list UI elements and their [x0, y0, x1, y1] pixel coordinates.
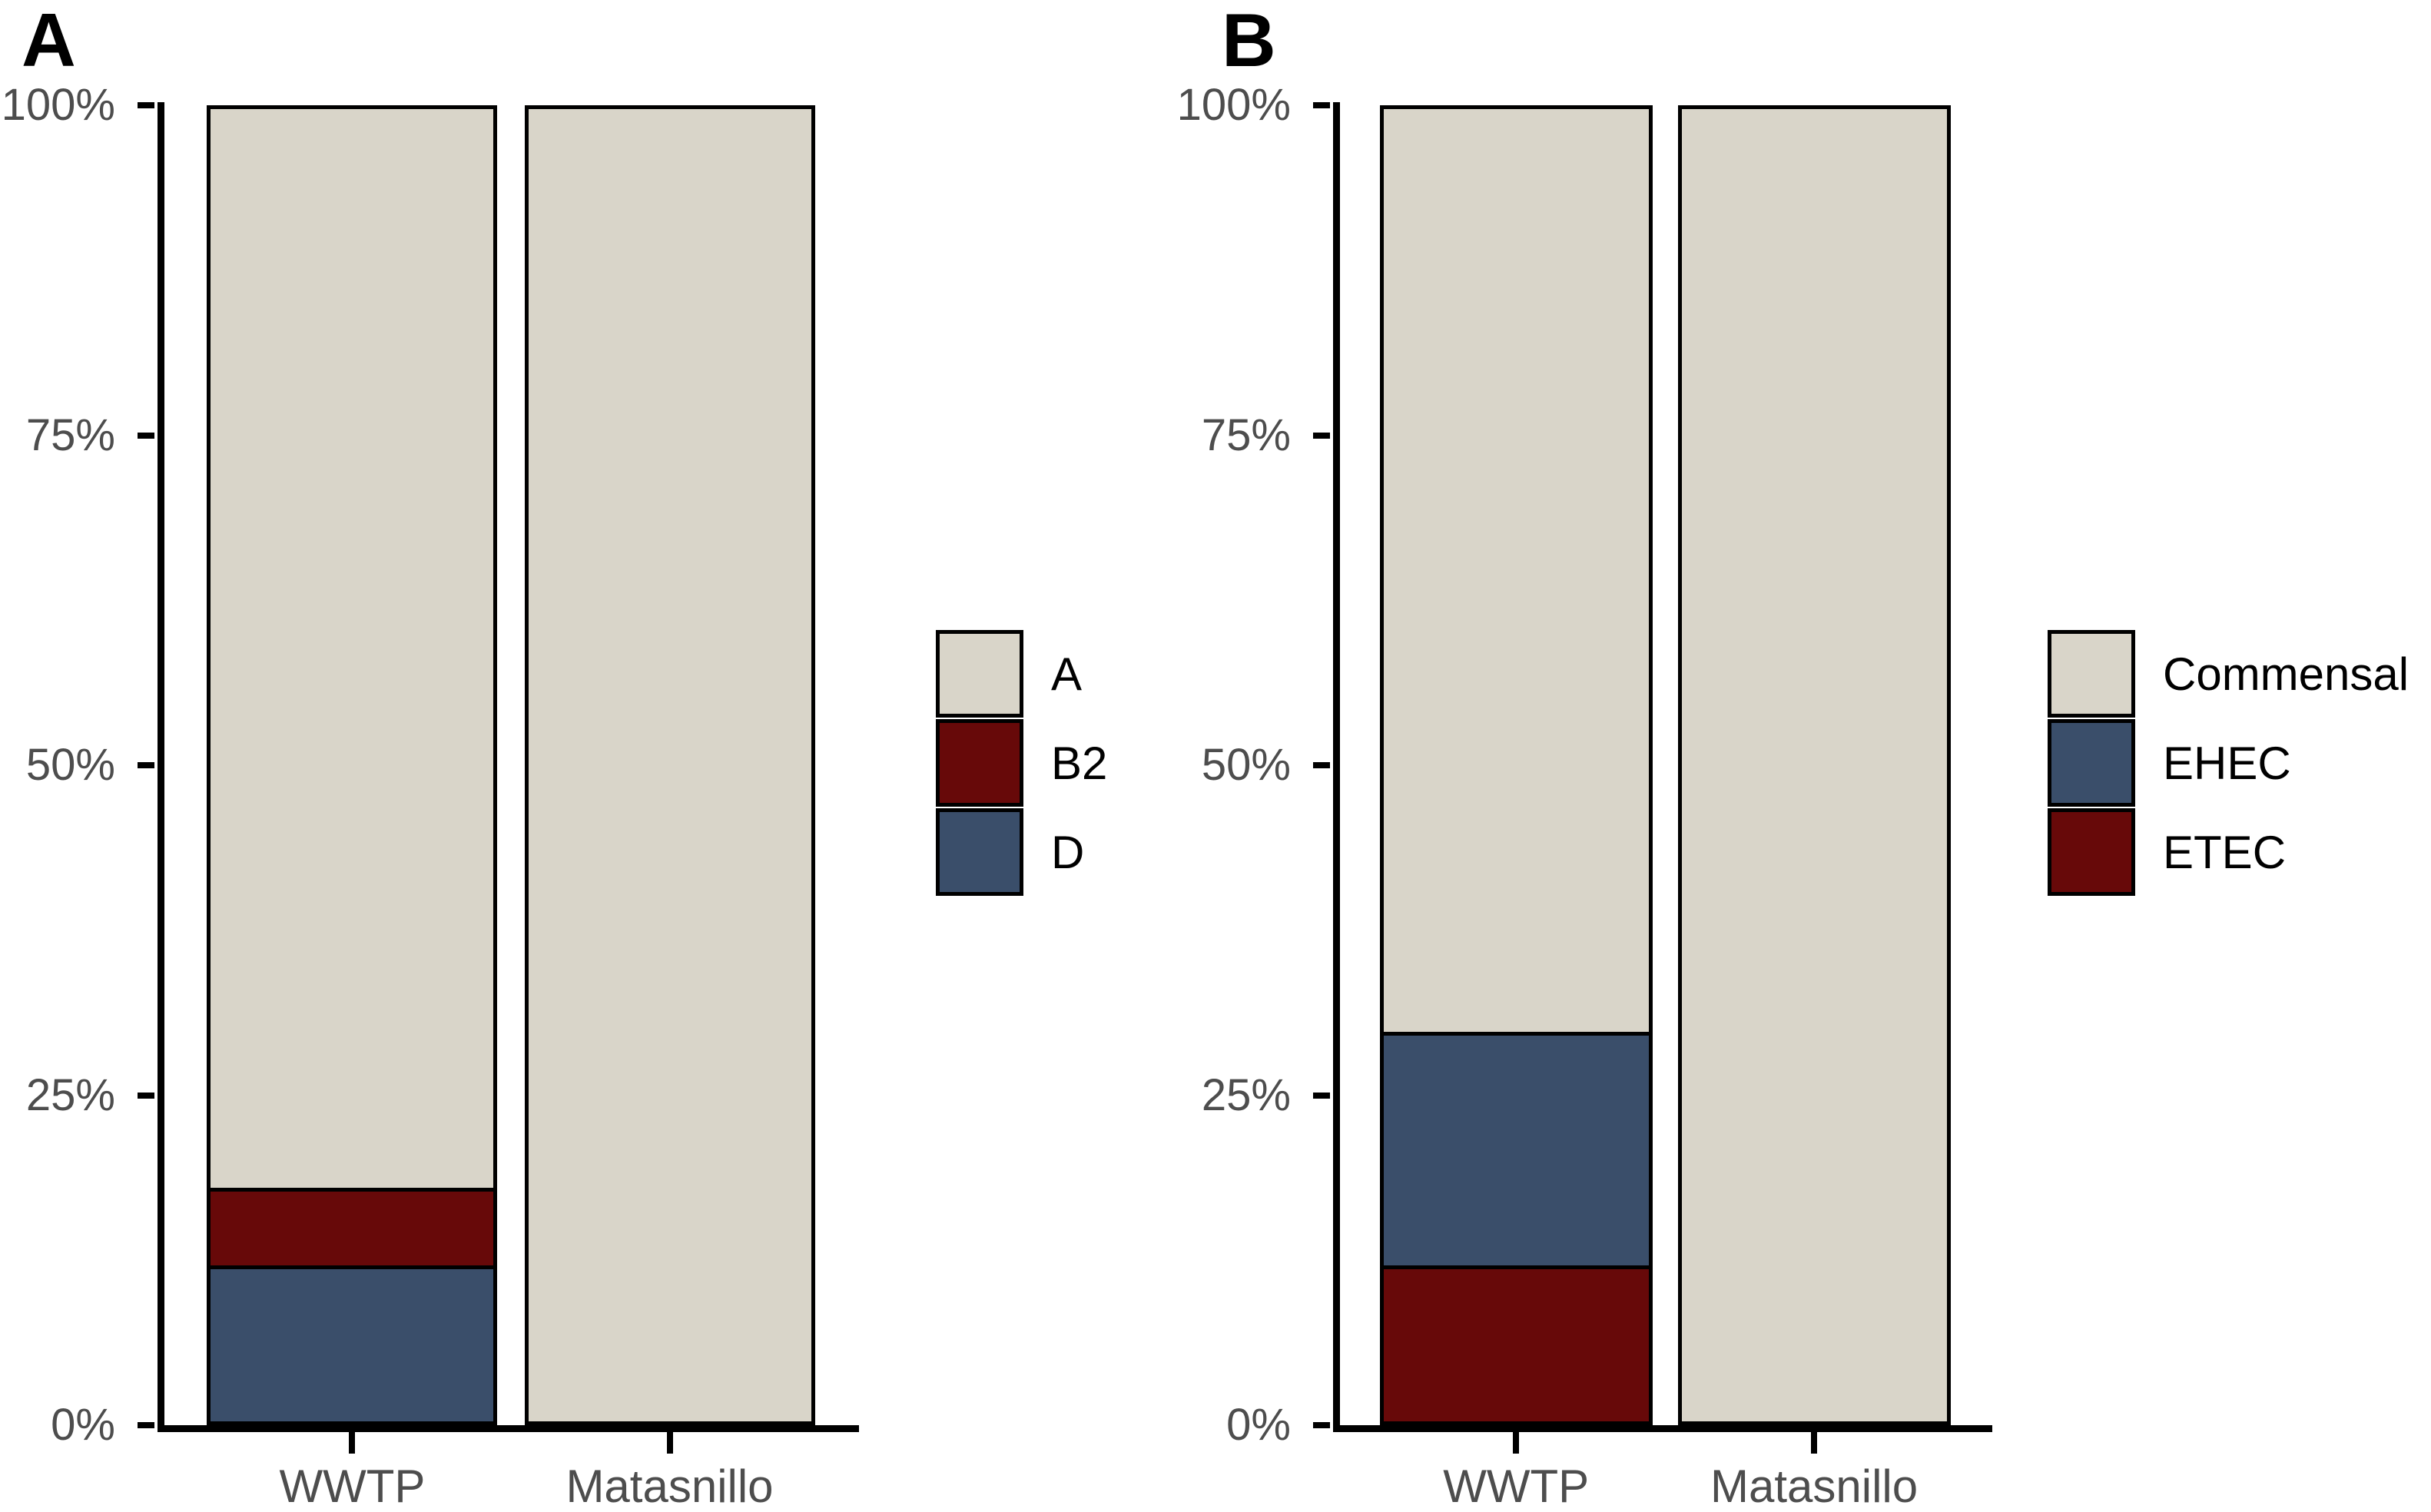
x-axis-tick: [349, 1432, 356, 1454]
x-axis-label-matasnillo: Matasnillo: [1710, 1461, 1919, 1512]
x-axis-tick: [1513, 1432, 1520, 1454]
y-axis-tick: [1313, 102, 1330, 108]
bar-segment-d: [207, 1265, 498, 1425]
y-axis-tick-label: 25%: [1201, 1069, 1291, 1120]
bar-segment-commensal: [1677, 105, 1951, 1425]
y-axis-tick: [138, 762, 154, 768]
bar-segment-ehec: [1379, 1032, 1653, 1270]
bar-segment-etec: [1379, 1265, 1653, 1425]
bar-segment-a: [207, 105, 498, 1192]
legend-entry-commensal: Commensal: [2048, 630, 2409, 718]
legend-swatch-d: [936, 808, 1023, 896]
legend-b: Commensal EHEC ETEC: [2048, 630, 2409, 897]
panel-A: A 0% 25% 50% 75% 100% WWTP Matasnillo A B2 D: [0, 0, 1216, 1511]
legend-label-b2: B2: [1051, 737, 1108, 789]
y-axis-tick-label: 100%: [1176, 80, 1291, 130]
y-axis-tick: [138, 432, 154, 439]
legend-swatch-commensal: [2048, 630, 2135, 718]
plot-area-b: 0% 25% 50% 75% 100% WWTP Matasnillo: [1177, 81, 1992, 1511]
legend-entry-b2: B2: [936, 719, 1107, 807]
legend-swatch-ehec: [2048, 719, 2135, 807]
bar-segment-commensal: [1379, 105, 1653, 1036]
x-axis-label-matasnillo: Matasnillo: [565, 1461, 774, 1512]
y-axis-tick: [138, 1092, 154, 1099]
bar-wwtp: [1379, 105, 1653, 1425]
bar-wwtp: [207, 105, 498, 1425]
legend-entry-d: D: [936, 808, 1107, 896]
legend-swatch-etec: [2048, 808, 2135, 896]
y-axis-tick: [1313, 1092, 1330, 1099]
legend-label-d: D: [1051, 826, 1085, 878]
legend-entry-a: A: [936, 630, 1107, 718]
legend-label-commensal: Commensal: [2163, 648, 2409, 700]
y-axis-tick-label: 0%: [1226, 1400, 1291, 1450]
legend-label-etec: ETEC: [2163, 826, 2287, 878]
legend-entry-ehec: EHEC: [2048, 719, 2409, 807]
y-axis-tick: [138, 1422, 154, 1428]
y-axis-tick-label: 0%: [51, 1400, 115, 1450]
panel-B: B 0% 25% 50% 75% 100% WWTP Matasnillo Commensa…: [1177, 0, 2431, 1511]
x-axis-tick: [1811, 1432, 1818, 1454]
legend-label-ehec: EHEC: [2163, 737, 2291, 789]
y-axis-tick: [1313, 1422, 1330, 1428]
legend-label-a: A: [1051, 648, 1083, 700]
bar-matasnillo: [1677, 105, 1951, 1425]
bar-matasnillo: [524, 105, 815, 1425]
panel-label-a: A: [22, 0, 76, 82]
y-axis-tick-label: 75%: [1201, 410, 1291, 460]
panel-label-b: B: [1222, 0, 1276, 82]
legend-swatch-b2: [936, 719, 1023, 807]
x-axis-tick: [666, 1432, 673, 1454]
y-axis-tick: [1313, 762, 1330, 768]
y-axis-tick-label: 50%: [25, 740, 115, 790]
bar-segment-a: [524, 105, 815, 1425]
y-axis-tick-label: 100%: [1, 80, 115, 130]
legend-entry-etec: ETEC: [2048, 808, 2409, 896]
legend-a: A B2 D: [936, 630, 1107, 897]
y-axis-tick: [1313, 432, 1330, 439]
y-axis-tick-label: 75%: [25, 410, 115, 460]
bar-segment-b2: [207, 1187, 498, 1270]
legend-swatch-a: [936, 630, 1023, 718]
plot-area-a: 0% 25% 50% 75% 100% WWTP Matasnillo: [2, 81, 859, 1511]
y-axis-tick: [138, 102, 154, 108]
y-axis-tick-label: 50%: [1201, 740, 1291, 790]
y-axis-tick-label: 25%: [25, 1069, 115, 1120]
